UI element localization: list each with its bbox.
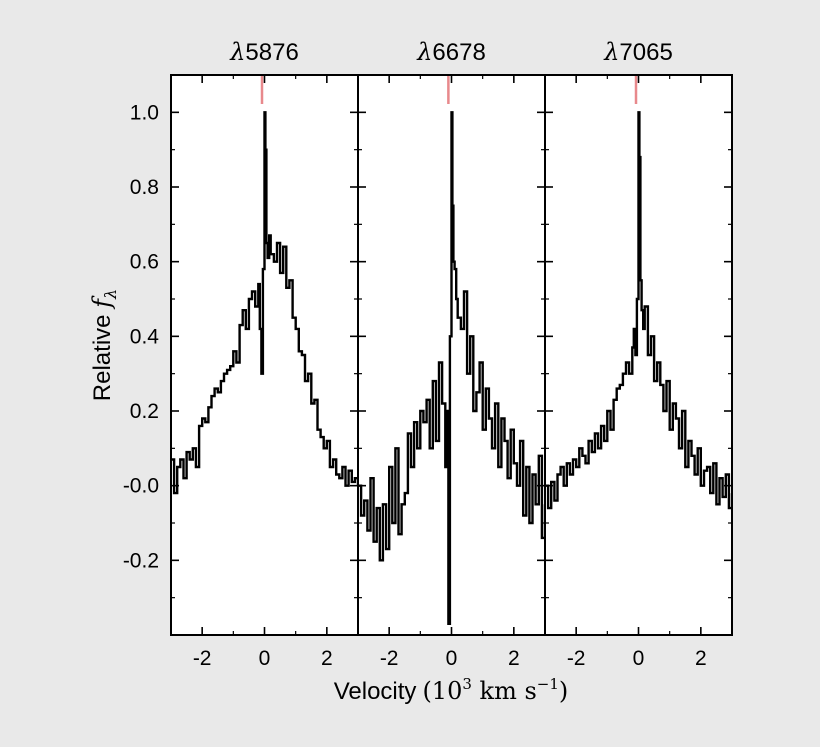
- panel-3: -2 0 2 λ7065: [544, 38, 733, 670]
- panel-title-symbol: λ: [416, 38, 432, 66]
- x-axis-label-unit-exponent: 3: [462, 675, 472, 693]
- x-axis-label-prefix: Velocity: [334, 678, 417, 705]
- x-tick-label: 2: [321, 647, 333, 670]
- x-tick-label: 0: [259, 647, 271, 670]
- series-line-panel-2: [358, 111, 545, 625]
- y-axis-label: Relative fλ: [88, 289, 120, 401]
- series-line-panel-3: [545, 111, 732, 510]
- x-tick-label: -2: [193, 647, 212, 670]
- x-axis-label-unit-exponent-2: −1: [537, 675, 559, 693]
- y-tick-label: 0.8: [130, 176, 159, 199]
- y-tick-label: 1.0: [130, 101, 159, 124]
- y-axis-label-prefix: Relative: [89, 308, 116, 401]
- panel-title-number: 7065: [619, 39, 672, 66]
- panel-title-symbol: λ: [603, 38, 619, 66]
- y-tick-label: 0.2: [130, 400, 159, 423]
- series-line-panel-1: [171, 111, 358, 495]
- x-axis-label-unit-end: ): [559, 677, 568, 705]
- x-tick-label: -2: [380, 647, 399, 670]
- panel-frame: [544, 74, 733, 636]
- x-tick-label: 0: [446, 647, 458, 670]
- x-tick-label: 2: [508, 647, 520, 670]
- x-tick-label: -2: [567, 647, 586, 670]
- panel-title: λ7065: [603, 38, 673, 66]
- panel-title-number: 5876: [245, 39, 298, 66]
- y-axis-label-subscript: λ: [101, 289, 120, 300]
- x-axis-label-unit: (10: [422, 677, 462, 705]
- panel-title-symbol: λ: [229, 38, 245, 66]
- x-axis-label: Velocity (103 km s−1): [334, 675, 569, 705]
- panel-2: -2 0 2 λ6678: [357, 38, 546, 670]
- x-axis-label-unit-middle: km s: [472, 677, 537, 705]
- y-tick-label: -0.0: [123, 475, 159, 498]
- y-tick-label: -0.2: [123, 549, 159, 572]
- x-tick-label: 0: [633, 647, 645, 670]
- panel-title: λ6678: [416, 38, 486, 66]
- panel-title: λ5876: [229, 38, 299, 66]
- panel-1: -2 0 2 λ5876: [170, 38, 359, 670]
- panel-title-number: 6678: [432, 39, 485, 66]
- x-tick-label: 2: [695, 647, 707, 670]
- y-tick-label: 0.6: [130, 251, 159, 274]
- y-tick-label: 0.4: [130, 325, 160, 348]
